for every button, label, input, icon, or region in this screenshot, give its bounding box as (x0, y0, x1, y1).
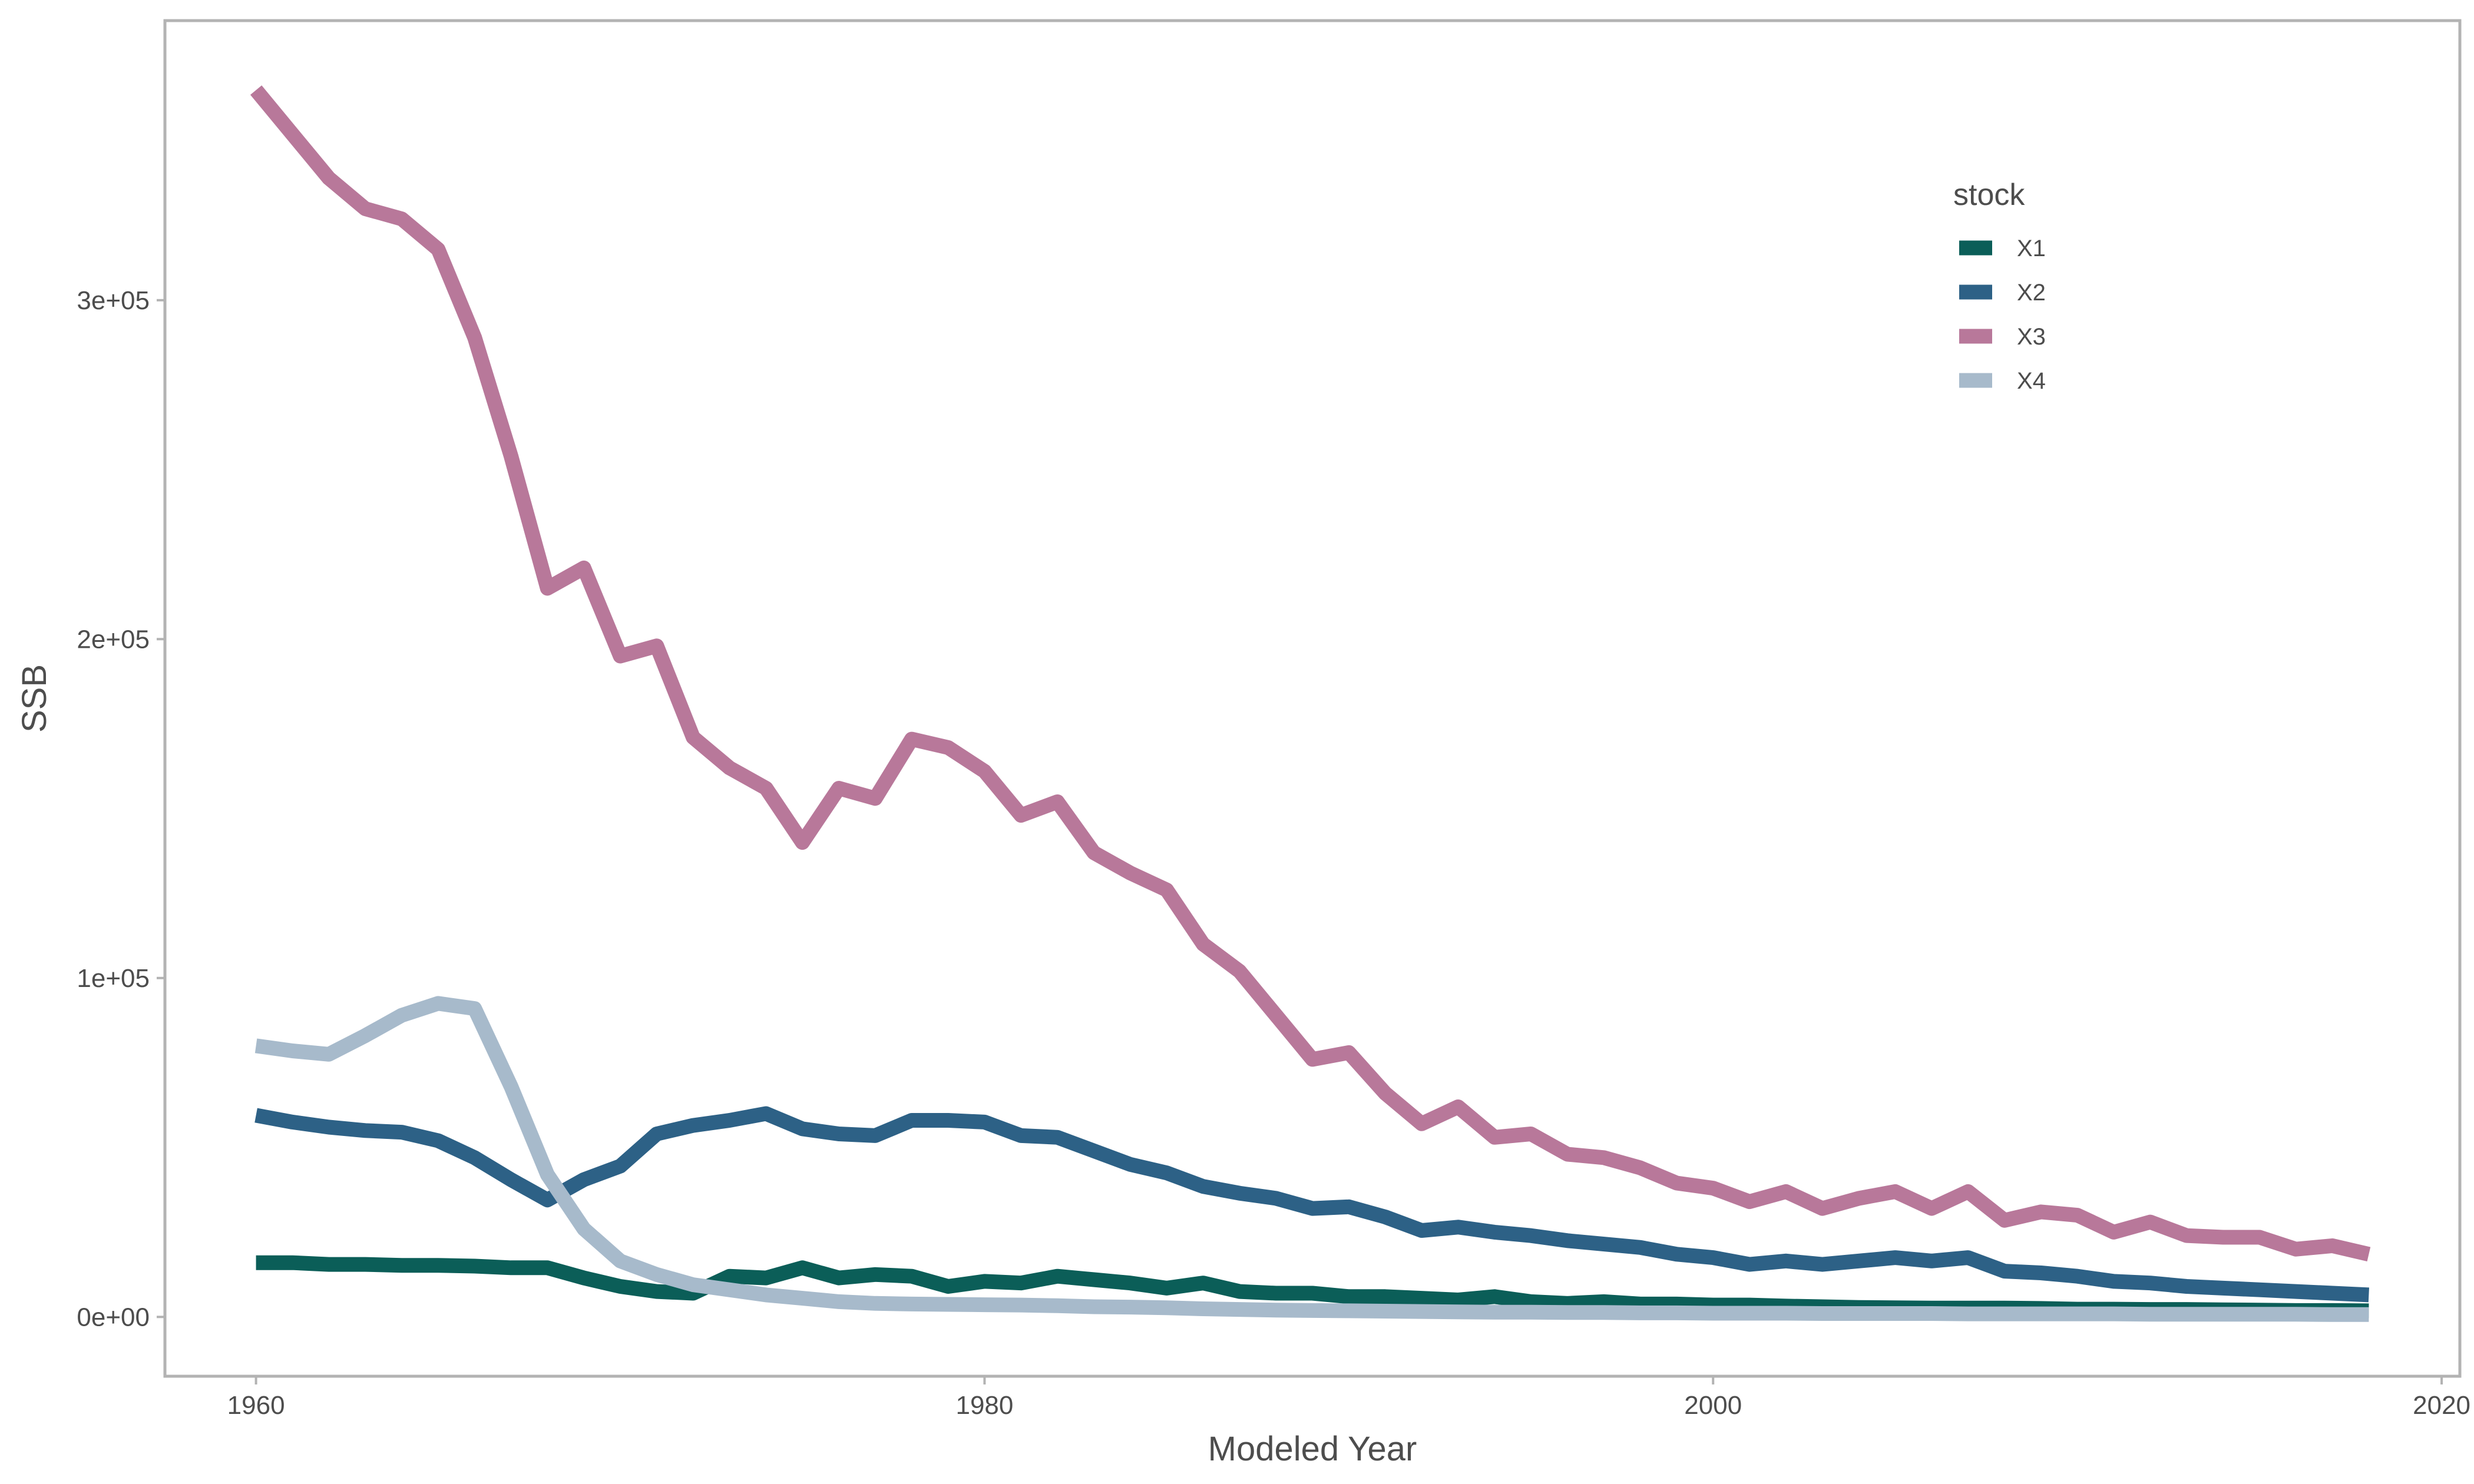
legend-item-x2: X2 (1959, 280, 2046, 306)
legend-title: stock (1953, 178, 2025, 212)
x-axis-title: Modeled Year (1208, 1430, 1417, 1468)
x-tick-label: 2000 (1684, 1391, 1742, 1420)
legend-label-x1: X1 (2017, 236, 2046, 261)
series-line-x4 (254, 996, 2369, 1322)
y-tick-label: 3e+05 (77, 286, 150, 315)
x-tick-label: 2020 (2413, 1391, 2470, 1420)
legend-label-x4: X4 (2017, 368, 2046, 394)
x-tick-label: 1960 (227, 1391, 285, 1420)
legend-item-x1: X1 (1959, 236, 2046, 261)
legend-label-x3: X3 (2017, 324, 2046, 350)
series-line-x3 (250, 85, 2371, 1261)
x-tick-label: 1980 (955, 1391, 1013, 1420)
legend-label-x2: X2 (2017, 280, 2046, 306)
plot-panel-border (163, 19, 2462, 1378)
y-tick-label: 1e+05 (77, 964, 150, 993)
y-tick-label: 2e+05 (77, 625, 150, 654)
y-axis-title: SSB (15, 664, 54, 733)
y-tick-label: 0e+00 (77, 1303, 150, 1331)
legend: stock X1 X2 X3 X4 (1953, 178, 2046, 394)
series-line-x2 (254, 1106, 2369, 1303)
legend-item-x4: X4 (1959, 368, 2046, 394)
legend-item-x3: X3 (1959, 324, 2046, 350)
